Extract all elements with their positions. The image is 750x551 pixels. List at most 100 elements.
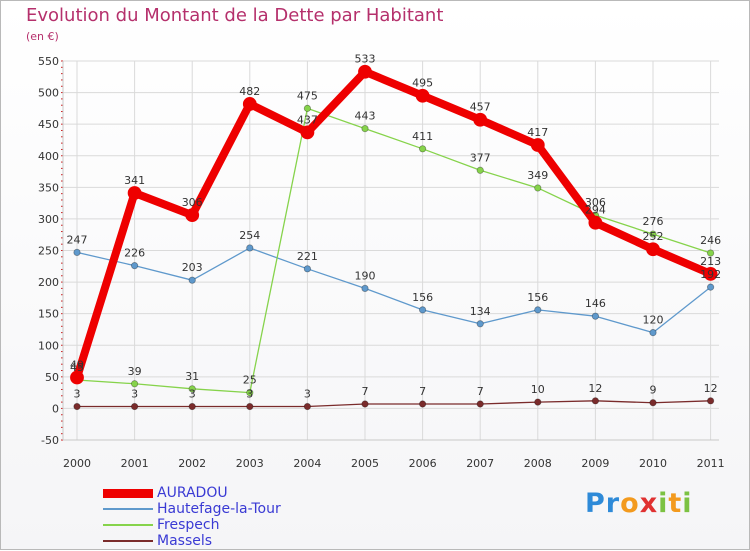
data-label-frespech: 377 (470, 151, 491, 164)
data-point-massels (361, 400, 369, 408)
data-label-hautefage-la-tour: 190 (355, 269, 376, 282)
legend-label: Hautefage-la-Tour (157, 501, 281, 517)
data-point-hautefage-la-tour (706, 283, 715, 291)
data-point-hautefage-la-tour (188, 276, 196, 284)
data-label-hautefage-la-tour: 120 (643, 314, 664, 327)
data-point-hautefage-la-tour (649, 329, 657, 337)
legend-swatch (103, 508, 153, 510)
data-label-auradou: 457 (470, 101, 491, 114)
data-point-auradou (300, 125, 315, 140)
x-tick-label: 2002 (178, 457, 206, 470)
data-label-massels: 3 (131, 388, 138, 401)
series-hautefage-la-tour (73, 244, 715, 337)
y-tick-label: 250 (38, 245, 59, 258)
data-label-frespech: 246 (700, 234, 721, 247)
data-point-massels (188, 402, 196, 411)
data-label-massels: 10 (531, 383, 545, 396)
axis-layer: -50 0 50 100 150 200 250 300 350 400 450 500 550 2000… (38, 55, 725, 470)
data-point-hautefage-la-tour (73, 248, 81, 256)
data-point-massels (476, 400, 484, 408)
logo-letter: t (668, 488, 683, 519)
legend-label: Massels (157, 533, 213, 549)
data-label-frespech: 306 (585, 196, 606, 209)
data-point-auradou (473, 112, 488, 127)
data-label-auradou: 49 (70, 358, 84, 371)
data-label-hautefage-la-tour: 134 (470, 305, 491, 318)
data-point-frespech (188, 385, 196, 393)
grid-layer (63, 60, 719, 441)
data-label-auradou: 341 (124, 174, 145, 187)
data-label-massels: 3 (246, 388, 253, 401)
data-point-auradou (646, 242, 660, 257)
data-label-massels: 3 (304, 388, 311, 401)
data-label-auradou: 252 (643, 230, 664, 243)
data-label-massels: 12 (704, 382, 718, 395)
data-label-hautefage-la-tour: 156 (527, 291, 548, 304)
data-point-auradou (358, 64, 372, 79)
legend: AURADOU Hautefage-la-Tour Frespech Massels (103, 485, 281, 549)
y-tick-label: 400 (38, 150, 59, 163)
data-label-massels: 12 (588, 382, 602, 395)
data-label-auradou: 417 (527, 126, 548, 139)
legend-item-hautefage-la-tour: Hautefage-la-Tour (103, 501, 281, 517)
data-label-massels: 3 (74, 388, 81, 401)
data-label-hautefage-la-tour: 247 (67, 233, 88, 246)
y-tick-label: 200 (38, 276, 59, 289)
data-label-hautefage-la-tour: 254 (239, 229, 260, 242)
data-label-hautefage-la-tour: 203 (182, 261, 203, 274)
data-label-massels: 3 (189, 388, 196, 401)
proxiti-logo: Proxiti (585, 488, 693, 519)
data-label-hautefage-la-tour: 226 (124, 247, 145, 260)
data-point-massels (534, 398, 542, 406)
data-label-massels: 9 (650, 384, 657, 397)
data-point-massels (303, 402, 311, 411)
data-label-auradou: 213 (700, 255, 721, 268)
data-point-frespech (361, 124, 369, 133)
data-point-auradou (185, 208, 200, 223)
y-tick-label: 550 (38, 55, 59, 68)
data-point-auradou (70, 370, 84, 385)
data-label-massels: 7 (477, 385, 484, 398)
legend-label: Frespech (157, 517, 220, 533)
data-point-massels (131, 402, 139, 411)
y-tick-label: -50 (41, 434, 59, 447)
data-point-auradou (242, 97, 257, 111)
data-point-hautefage-la-tour (534, 306, 542, 314)
data-point-hautefage-la-tour (418, 306, 427, 314)
data-label-frespech: 475 (297, 89, 318, 102)
x-tick-label: 2001 (121, 457, 149, 470)
series-line-hautefage-la-tour (76, 247, 712, 334)
legend-swatch (103, 540, 153, 542)
data-point-auradou (588, 215, 603, 230)
series-line-auradou (73, 67, 715, 382)
data-label-auradou: 482 (239, 85, 260, 98)
legend-label: AURADOU (157, 485, 228, 501)
data-point-frespech (131, 380, 139, 388)
data-label-auradou: 533 (355, 53, 376, 66)
data-label-auradou: 495 (412, 77, 433, 90)
data-point-hautefage-la-tour (361, 284, 369, 292)
y-tick-label: 50 (45, 371, 59, 384)
series-layer (70, 64, 718, 411)
data-point-frespech (246, 389, 254, 397)
logo-letter: i (658, 488, 669, 519)
x-tick-label: 2005 (351, 457, 379, 470)
legend-item-massels: Massels (103, 533, 281, 549)
data-point-auradou (530, 138, 545, 152)
y-tick-label: 350 (38, 181, 59, 194)
y-tick-label: 100 (38, 339, 59, 352)
series-auradou (70, 64, 718, 385)
data-label-frespech: 349 (527, 169, 548, 182)
legend-swatch (103, 524, 153, 526)
data-label-hautefage-la-tour: 221 (297, 250, 318, 263)
y-tick-label: 0 (52, 402, 59, 415)
legend-item-frespech: Frespech (103, 517, 281, 533)
data-point-massels (418, 400, 427, 408)
data-point-auradou (415, 88, 430, 103)
logo-letter: r (605, 488, 621, 519)
data-point-hautefage-la-tour (476, 320, 484, 328)
x-tick-label: 2004 (293, 457, 321, 470)
data-label-massels: 7 (362, 385, 369, 398)
